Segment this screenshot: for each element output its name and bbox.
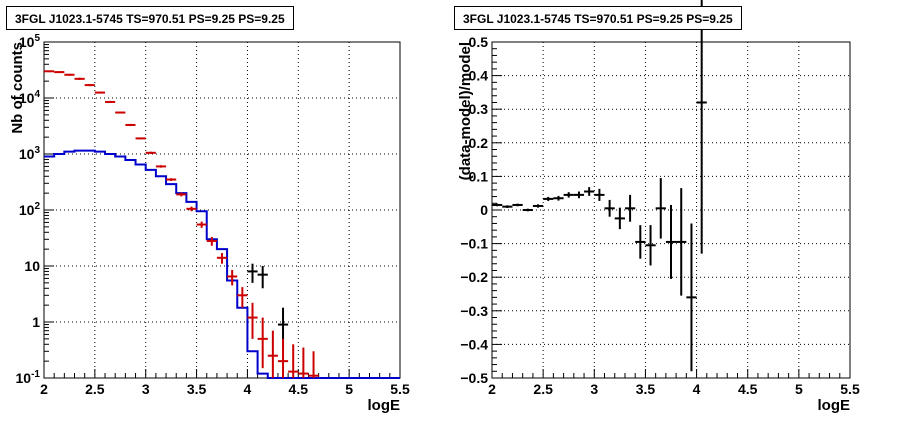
y-tick-label: 0.5	[469, 34, 489, 50]
x-axis-title: logE	[368, 397, 401, 414]
y-tick-label: 102	[19, 201, 41, 218]
left-chart-title: 3FGL J1023.1-5745 TS=970.51 PS=9.25 PS=9…	[6, 6, 294, 30]
x-tick-label: 5.5	[840, 381, 860, 397]
right-chart-title: 3FGL J1023.1-5745 TS=970.51 PS=9.25 PS=9…	[454, 6, 742, 30]
y-tick-label: −0.4	[460, 336, 488, 352]
y-tick-label: 0.2	[469, 135, 489, 151]
left-counts-panel: 2 2.5 3 3.5 4 4.5 5 5.5 10-1 1 10 102 103 104 105 logE N…	[9, 33, 410, 414]
x-tick-label: 5.5	[390, 381, 410, 397]
y-tick-label: 0.4	[469, 68, 489, 84]
x-tick-label: 4	[244, 381, 252, 397]
y-tick-label: 1	[32, 314, 40, 330]
y-tick-label: 0.1	[469, 168, 489, 184]
y-tick-label: 10-1	[16, 369, 41, 386]
x-tick-label: 5	[795, 381, 803, 397]
x-tick-label: 3.5	[636, 381, 656, 397]
x-tick-label: 3	[142, 381, 150, 397]
x-tick-label: 2.5	[533, 381, 553, 397]
y-tick-label: 103	[19, 145, 41, 162]
x-axis-title: logE	[818, 397, 851, 414]
y-tick-label: −0.5	[460, 370, 488, 386]
y-tick-label: −0.1	[460, 236, 488, 252]
y-tick-label: 10	[24, 258, 40, 274]
y-tick-label: 105	[19, 33, 41, 50]
x-tick-label: 3.5	[187, 381, 207, 397]
right-residual-panel: 2 2.5 3 3.5 4 4.5 5 5.5 −0.5 −0.4 −0.3 −0.2 −0.1 0 0.1…	[457, 0, 860, 414]
x-tick-label: 5	[345, 381, 353, 397]
x-tick-label: 3	[590, 381, 598, 397]
x-tick-label: 4.5	[738, 381, 758, 397]
y-tick-label: −0.2	[460, 269, 488, 285]
y-axis-title: (data-model)/model	[457, 42, 474, 180]
x-tick-label: 4.5	[289, 381, 309, 397]
y-tick-label: 104	[19, 89, 41, 106]
x-tick-label: 2	[488, 381, 496, 397]
model-step-line	[44, 149, 400, 379]
x-tick-label: 2	[40, 381, 48, 397]
x-tick-label: 4	[693, 381, 701, 397]
x-tick-label: 2.5	[85, 381, 105, 397]
y-tick-label: 0	[480, 202, 488, 218]
y-tick-label: −0.3	[460, 303, 488, 319]
y-axis-title: Nb of counts	[9, 42, 26, 134]
y-tick-label: 0.3	[469, 101, 489, 117]
